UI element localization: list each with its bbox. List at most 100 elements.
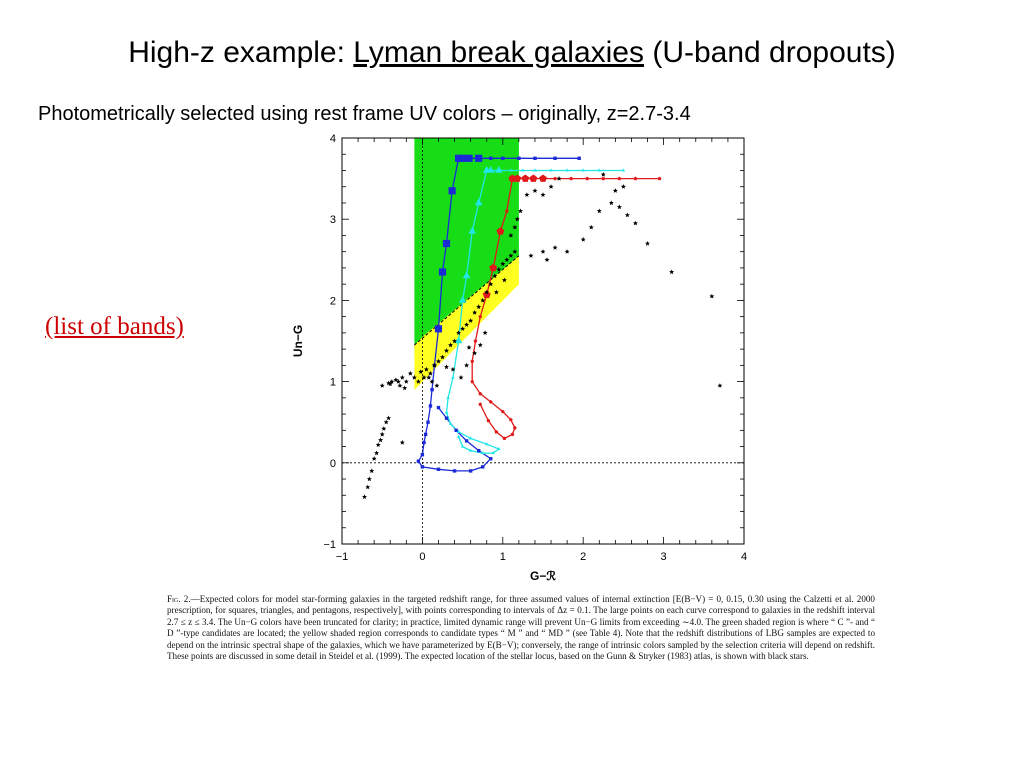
pentagon-large-point — [529, 174, 538, 182]
star-point — [624, 212, 630, 218]
star-point — [508, 253, 514, 258]
star-point — [423, 366, 429, 372]
star-point — [448, 342, 453, 348]
triangle-point — [597, 168, 602, 172]
axis-ticks — [341, 137, 745, 545]
pentagon-point — [505, 209, 509, 213]
pentagon-large-point — [482, 290, 491, 299]
star-point — [450, 366, 456, 372]
pentagon-point — [617, 176, 622, 181]
star-point — [411, 374, 417, 380]
pentagon-point — [473, 339, 478, 343]
square-point — [454, 428, 458, 433]
star-point — [428, 370, 433, 376]
square-point — [468, 469, 473, 473]
triangle-point — [451, 375, 455, 379]
star-point — [528, 253, 534, 258]
lyman-break-link[interactable]: Lyman break galaxies — [353, 36, 644, 69]
color-color-plot: −1 0 1 2 3 4 −1 0 1 2 3 4 G−ℛ Un−G — [291, 133, 747, 583]
x-tick-label: 2 — [580, 551, 586, 563]
star-point — [397, 383, 403, 388]
square-point — [416, 459, 421, 463]
star-point — [432, 362, 437, 368]
star-point — [588, 224, 594, 230]
caption-text: —Expected colors for model star-forming … — [167, 594, 875, 662]
star-point — [362, 494, 367, 499]
square-point — [489, 457, 493, 461]
star-point — [633, 220, 638, 226]
square-point — [420, 452, 425, 457]
triangle-point — [468, 448, 473, 452]
square-point — [489, 156, 493, 160]
square-large-point — [475, 154, 483, 162]
square-point — [476, 448, 481, 453]
x-tick-label: 3 — [661, 551, 667, 563]
star-point — [564, 249, 570, 254]
star-point — [514, 216, 520, 222]
square-point — [533, 156, 537, 160]
triangle-point — [456, 429, 461, 433]
star-point — [464, 322, 470, 327]
star-point — [365, 484, 371, 490]
star-point — [436, 358, 441, 364]
title-prefix: High-z example: — [128, 36, 354, 69]
pentagon-point — [502, 436, 507, 440]
star-point — [456, 330, 462, 335]
square-point — [420, 465, 425, 469]
square-large-point — [459, 154, 467, 162]
triangle-point — [456, 434, 461, 438]
axis-tick-labels: −1 0 1 2 3 4 −1 0 1 2 3 4 — [323, 133, 747, 563]
pentagon-point — [509, 417, 513, 422]
x-tick-label: 4 — [741, 551, 747, 563]
star-point — [669, 269, 675, 275]
list-of-bands-link[interactable]: (list of bands) — [45, 313, 184, 340]
triangle-point — [496, 446, 501, 451]
star-point — [504, 257, 510, 262]
star-point — [460, 326, 466, 331]
star-point — [466, 344, 472, 350]
square-point — [444, 416, 449, 420]
star-point — [482, 330, 488, 335]
pentagon-point — [569, 176, 573, 181]
triangle-point — [521, 168, 525, 172]
star-point — [480, 297, 486, 303]
figure-caption: Fig. 2.—Expected colors for model star-f… — [167, 594, 875, 662]
square-point — [423, 432, 428, 437]
pentagon-point — [553, 176, 557, 181]
star-point — [500, 261, 506, 266]
pentagon-point — [470, 359, 475, 363]
star-point — [464, 362, 470, 368]
star-point — [421, 374, 427, 380]
star-point — [512, 249, 518, 254]
region-boundary — [414, 255, 520, 346]
square-point — [436, 405, 441, 410]
star-point — [608, 200, 614, 206]
star-point — [468, 318, 474, 323]
square-point — [426, 420, 430, 424]
pentagon-point — [500, 409, 505, 414]
series-points — [362, 154, 723, 499]
star-point — [484, 289, 490, 295]
square-point — [452, 469, 457, 473]
star-point — [374, 450, 379, 456]
square-point — [428, 404, 433, 408]
triangle-point — [533, 168, 537, 172]
pentagon-point — [657, 176, 662, 181]
y-tick-label: 1 — [330, 377, 336, 389]
triangle-large-point — [454, 336, 463, 344]
title-suffix: (U-band dropouts) — [644, 36, 896, 69]
star-point — [518, 208, 523, 214]
star-point — [440, 354, 445, 360]
pentagon-point — [601, 176, 606, 181]
square-large-point — [438, 268, 447, 276]
star-point — [477, 342, 483, 348]
star-point — [645, 241, 650, 246]
square-point — [464, 439, 469, 443]
star-point — [472, 310, 478, 315]
star-point — [556, 176, 562, 181]
pentagon-point — [510, 432, 515, 436]
pentagon-point — [633, 176, 638, 181]
y-tick-label: 0 — [330, 458, 336, 470]
triangle-point — [468, 436, 473, 440]
y-tick-label: 2 — [330, 295, 336, 307]
